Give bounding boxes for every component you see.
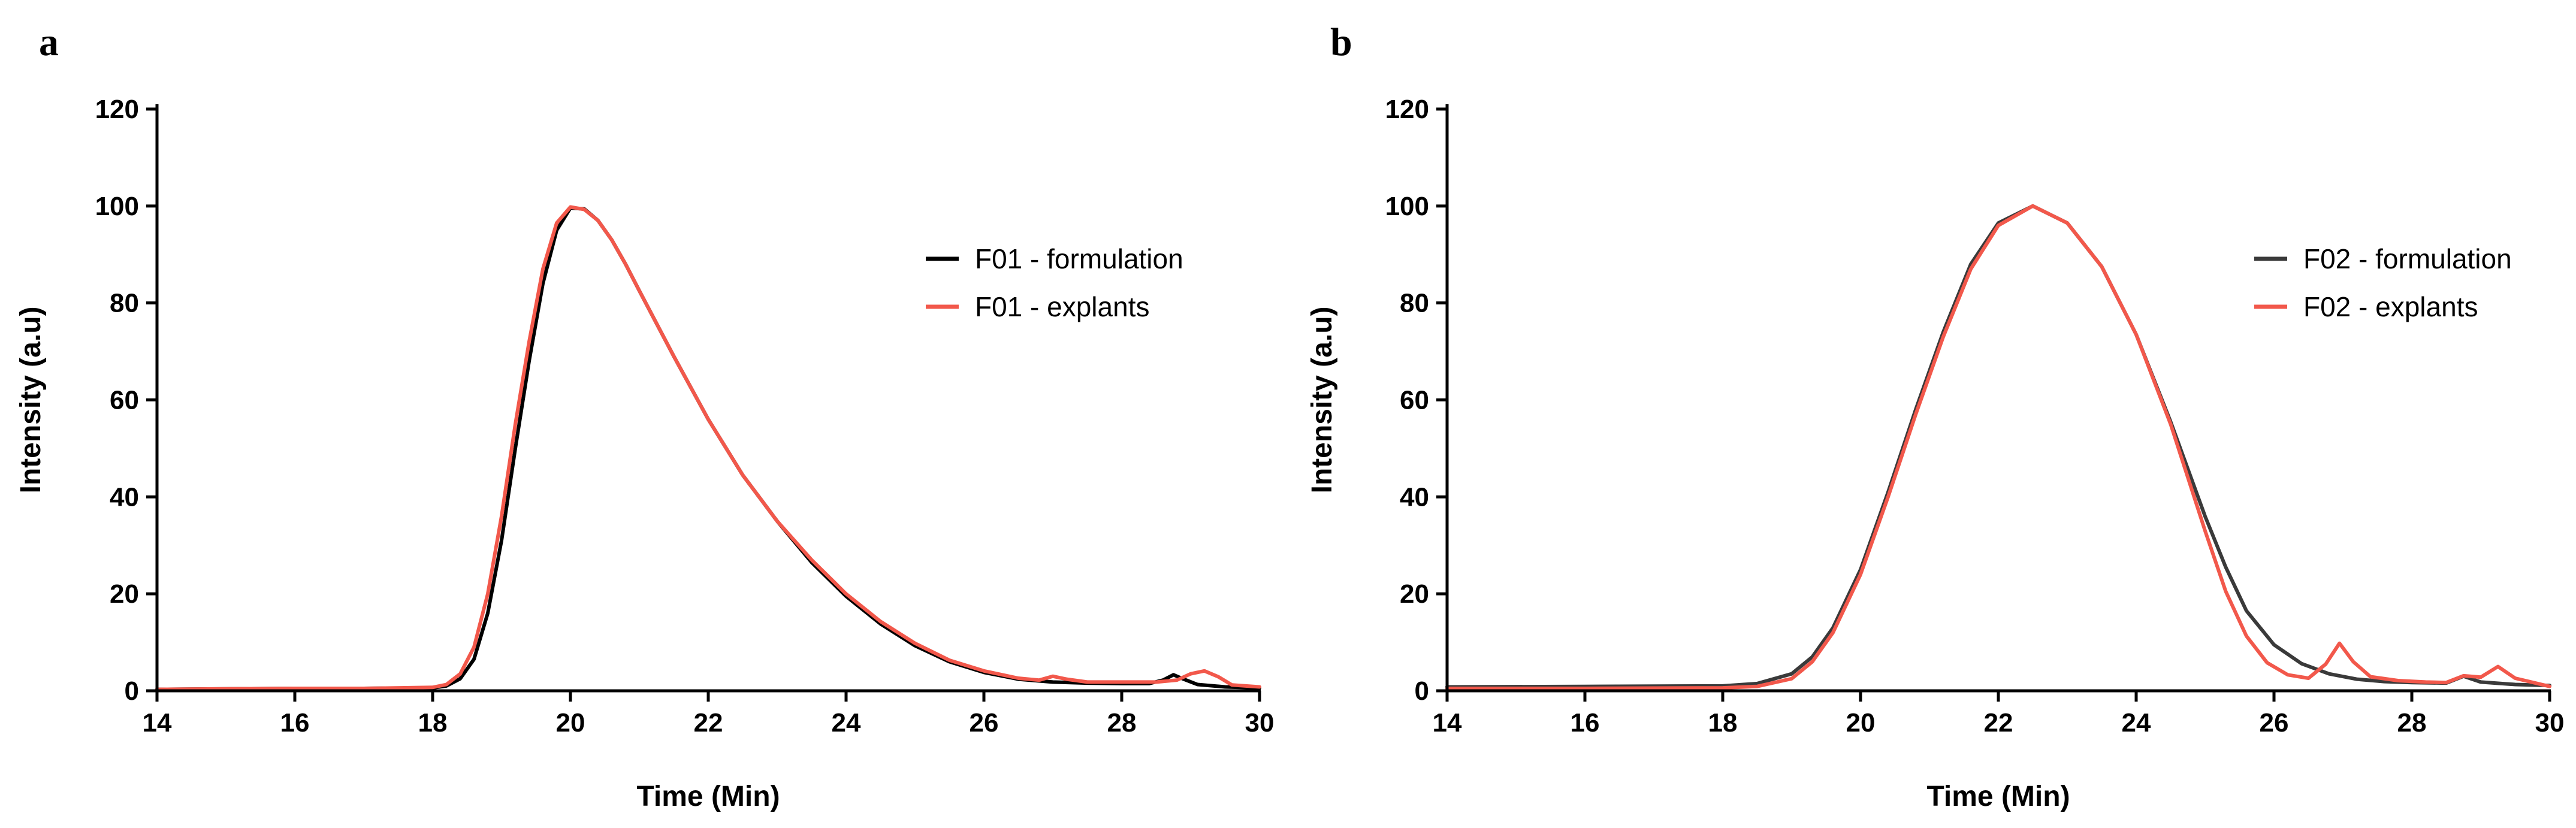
legend: F01 - formulation F01 - explants bbox=[926, 243, 1183, 322]
y-axis-title: Intensity (a.u) bbox=[15, 306, 47, 493]
x-tick-label: 24 bbox=[2122, 708, 2151, 738]
y-tick-label: 40 bbox=[110, 482, 139, 512]
y-tick-label: 60 bbox=[1400, 386, 1429, 415]
y-tick-label: 0 bbox=[1415, 676, 1429, 706]
legend-label: F01 - explants bbox=[975, 291, 1149, 322]
y-tick-label: 100 bbox=[1385, 192, 1429, 221]
y-tick-label: 120 bbox=[95, 95, 139, 124]
legend-label: F01 - formulation bbox=[975, 243, 1183, 274]
x-tick-label: 20 bbox=[556, 708, 585, 738]
y-tick-label: 120 bbox=[1385, 95, 1429, 124]
x-tick-label: 28 bbox=[1107, 708, 1137, 738]
legend-label: F02 - formulation bbox=[2303, 243, 2512, 274]
x-tick-label: 26 bbox=[2260, 708, 2289, 738]
panel-b: b 0 20 40 60 80 100 120 14 16 18 20 22 24 26 28 30 Time (… bbox=[1306, 20, 2564, 812]
y-tick-label: 80 bbox=[1400, 289, 1429, 318]
y-tick-label: 40 bbox=[1400, 482, 1429, 512]
series-line-formulation bbox=[155, 206, 1261, 691]
x-axis-title: Time (Min) bbox=[1926, 781, 2070, 812]
x-tick-label: 22 bbox=[694, 708, 723, 738]
legend: F02 - formulation F02 - explants bbox=[2254, 243, 2512, 322]
x-tick-label: 30 bbox=[1245, 708, 1275, 738]
y-tick-label: 0 bbox=[125, 676, 139, 706]
x-tick-label: 18 bbox=[418, 708, 448, 738]
y-tick-label: 80 bbox=[110, 289, 139, 318]
series-line-explants bbox=[155, 205, 1261, 691]
x-tick-label: 24 bbox=[832, 708, 861, 738]
x-tick-label: 28 bbox=[2397, 708, 2427, 738]
x-tick-label: 18 bbox=[1708, 708, 1738, 738]
x-tick-label: 26 bbox=[970, 708, 999, 738]
x-tick-label: 16 bbox=[1571, 708, 1600, 738]
x-tick-label: 20 bbox=[1846, 708, 1876, 738]
series-line-formulation bbox=[1445, 204, 2551, 689]
legend-label: F02 - explants bbox=[2303, 291, 2478, 322]
y-tick-label: 20 bbox=[110, 579, 139, 609]
panel-a: a 0 20 40 60 80 100 120 14 16 18 20 22 24 26 28 30 Time (… bbox=[15, 20, 1274, 812]
x-axis-title: Time (Min) bbox=[636, 781, 780, 812]
x-tick-label: 30 bbox=[2535, 708, 2565, 738]
panel-label: a bbox=[39, 20, 59, 64]
series-line-explants bbox=[1445, 204, 2551, 690]
x-tick-label: 14 bbox=[143, 708, 172, 738]
x-tick-label: 16 bbox=[280, 708, 310, 738]
y-tick-label: 20 bbox=[1400, 579, 1429, 609]
y-axis-title: Intensity (a.u) bbox=[1306, 306, 1338, 493]
x-tick-label: 22 bbox=[1984, 708, 2013, 738]
x-tick-label: 14 bbox=[1433, 708, 1462, 738]
y-tick-label: 60 bbox=[110, 386, 139, 415]
panel-label: b bbox=[1330, 20, 1352, 64]
y-tick-label: 100 bbox=[95, 192, 139, 221]
